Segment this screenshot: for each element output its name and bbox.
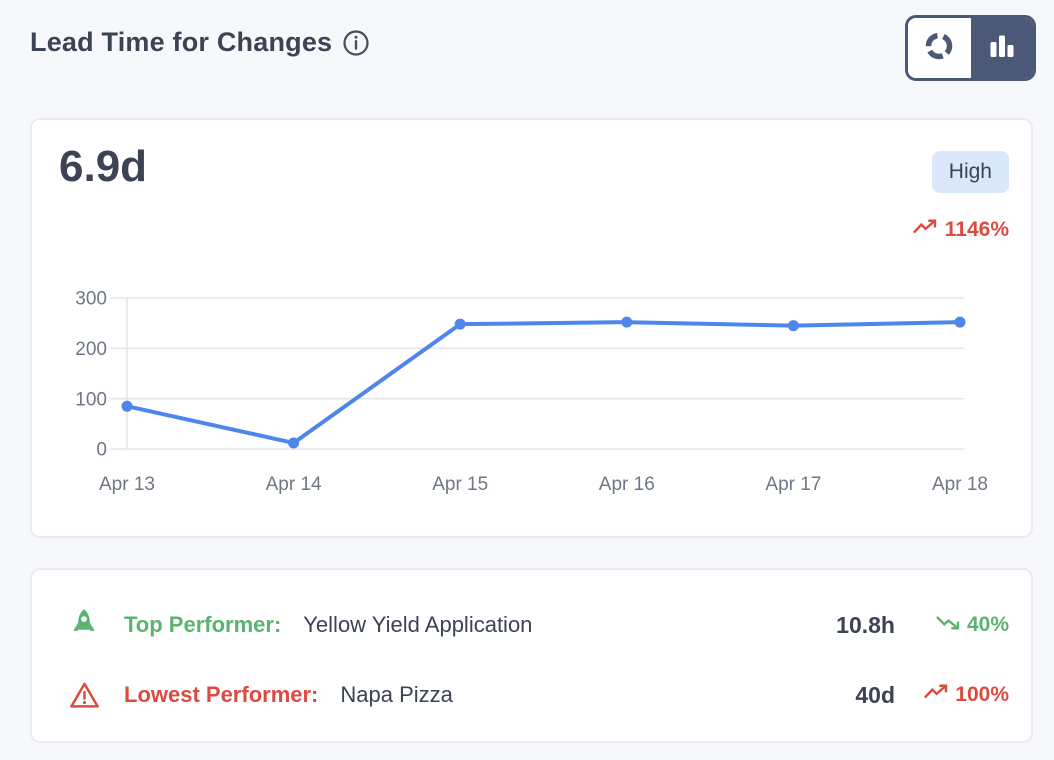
data-point[interactable] [954, 316, 966, 328]
x-axis-tick: Apr 17 [765, 474, 821, 495]
bar-view-button[interactable] [970, 18, 1033, 78]
data-point[interactable] [121, 400, 133, 412]
y-axis-tick: 0 [96, 440, 107, 461]
x-axis-tick: Apr 18 [932, 474, 988, 495]
lowest-performer-label: Lowest Performer: [124, 682, 319, 707]
trend-up-icon [912, 218, 940, 242]
rocket-icon [68, 608, 100, 642]
donut-chart-icon [923, 30, 955, 67]
metric-value: 6.9d [59, 142, 148, 191]
series-line [125, 320, 962, 445]
chart-view-toggle [905, 15, 1036, 81]
main-trend-value: 1146% [944, 218, 1009, 241]
data-point[interactable] [288, 437, 300, 449]
summary-card: 6.9d High 1146% 0 100 200 300 Apr 13 Apr 14 Ap… [30, 118, 1033, 538]
trend-up-icon [923, 683, 951, 707]
bar-chart-icon [987, 31, 1017, 66]
donut-view-button[interactable] [908, 18, 971, 78]
data-point[interactable] [787, 320, 799, 332]
warning-icon [68, 681, 100, 709]
main-trend: 1146% [912, 218, 1009, 242]
x-axis-tick: Apr 14 [266, 474, 322, 495]
performers-card: Top Performer: Yellow Yield Application … [30, 568, 1033, 743]
lowest-performer-trend-value: 100% [955, 683, 1009, 706]
y-axis-tick: 100 [75, 389, 107, 410]
info-icon[interactable] [342, 29, 370, 62]
top-performer-name: Yellow Yield Application [303, 612, 533, 637]
page-title: Lead Time for Changes [30, 27, 333, 57]
lowest-performer-name: Napa Pizza [340, 682, 453, 707]
y-axis-tick: 300 [75, 289, 107, 310]
lowest-performer-row: Lowest Performer: Napa Pizza 40d 100% [68, 675, 1009, 715]
data-point[interactable] [621, 316, 633, 328]
top-performer-trend-value: 40% [966, 613, 1009, 636]
x-axis-tick: Apr 16 [599, 474, 655, 495]
level-badge: High [931, 151, 1009, 193]
top-performer-trend: 40% [909, 613, 1009, 637]
lowest-performer-value: 40d [855, 681, 895, 708]
trend-down-icon [935, 613, 963, 637]
top-performer-row: Top Performer: Yellow Yield Application … [68, 605, 1009, 645]
x-axis-tick: Apr 13 [99, 474, 155, 495]
lowest-performer-trend: 100% [909, 683, 1009, 707]
top-performer-value: 10.8h [836, 611, 895, 638]
lead-time-chart[interactable]: 0 100 200 300 Apr 13 Apr 14 Apr 15 Apr 16 Apr 17… [32, 278, 1035, 518]
widget-header: Lead Time for Changes [30, 15, 1036, 81]
x-axis-tick: Apr 15 [432, 474, 488, 495]
top-performer-label: Top Performer: [124, 612, 282, 637]
y-axis-tick: 200 [75, 339, 107, 360]
data-point[interactable] [454, 318, 466, 330]
